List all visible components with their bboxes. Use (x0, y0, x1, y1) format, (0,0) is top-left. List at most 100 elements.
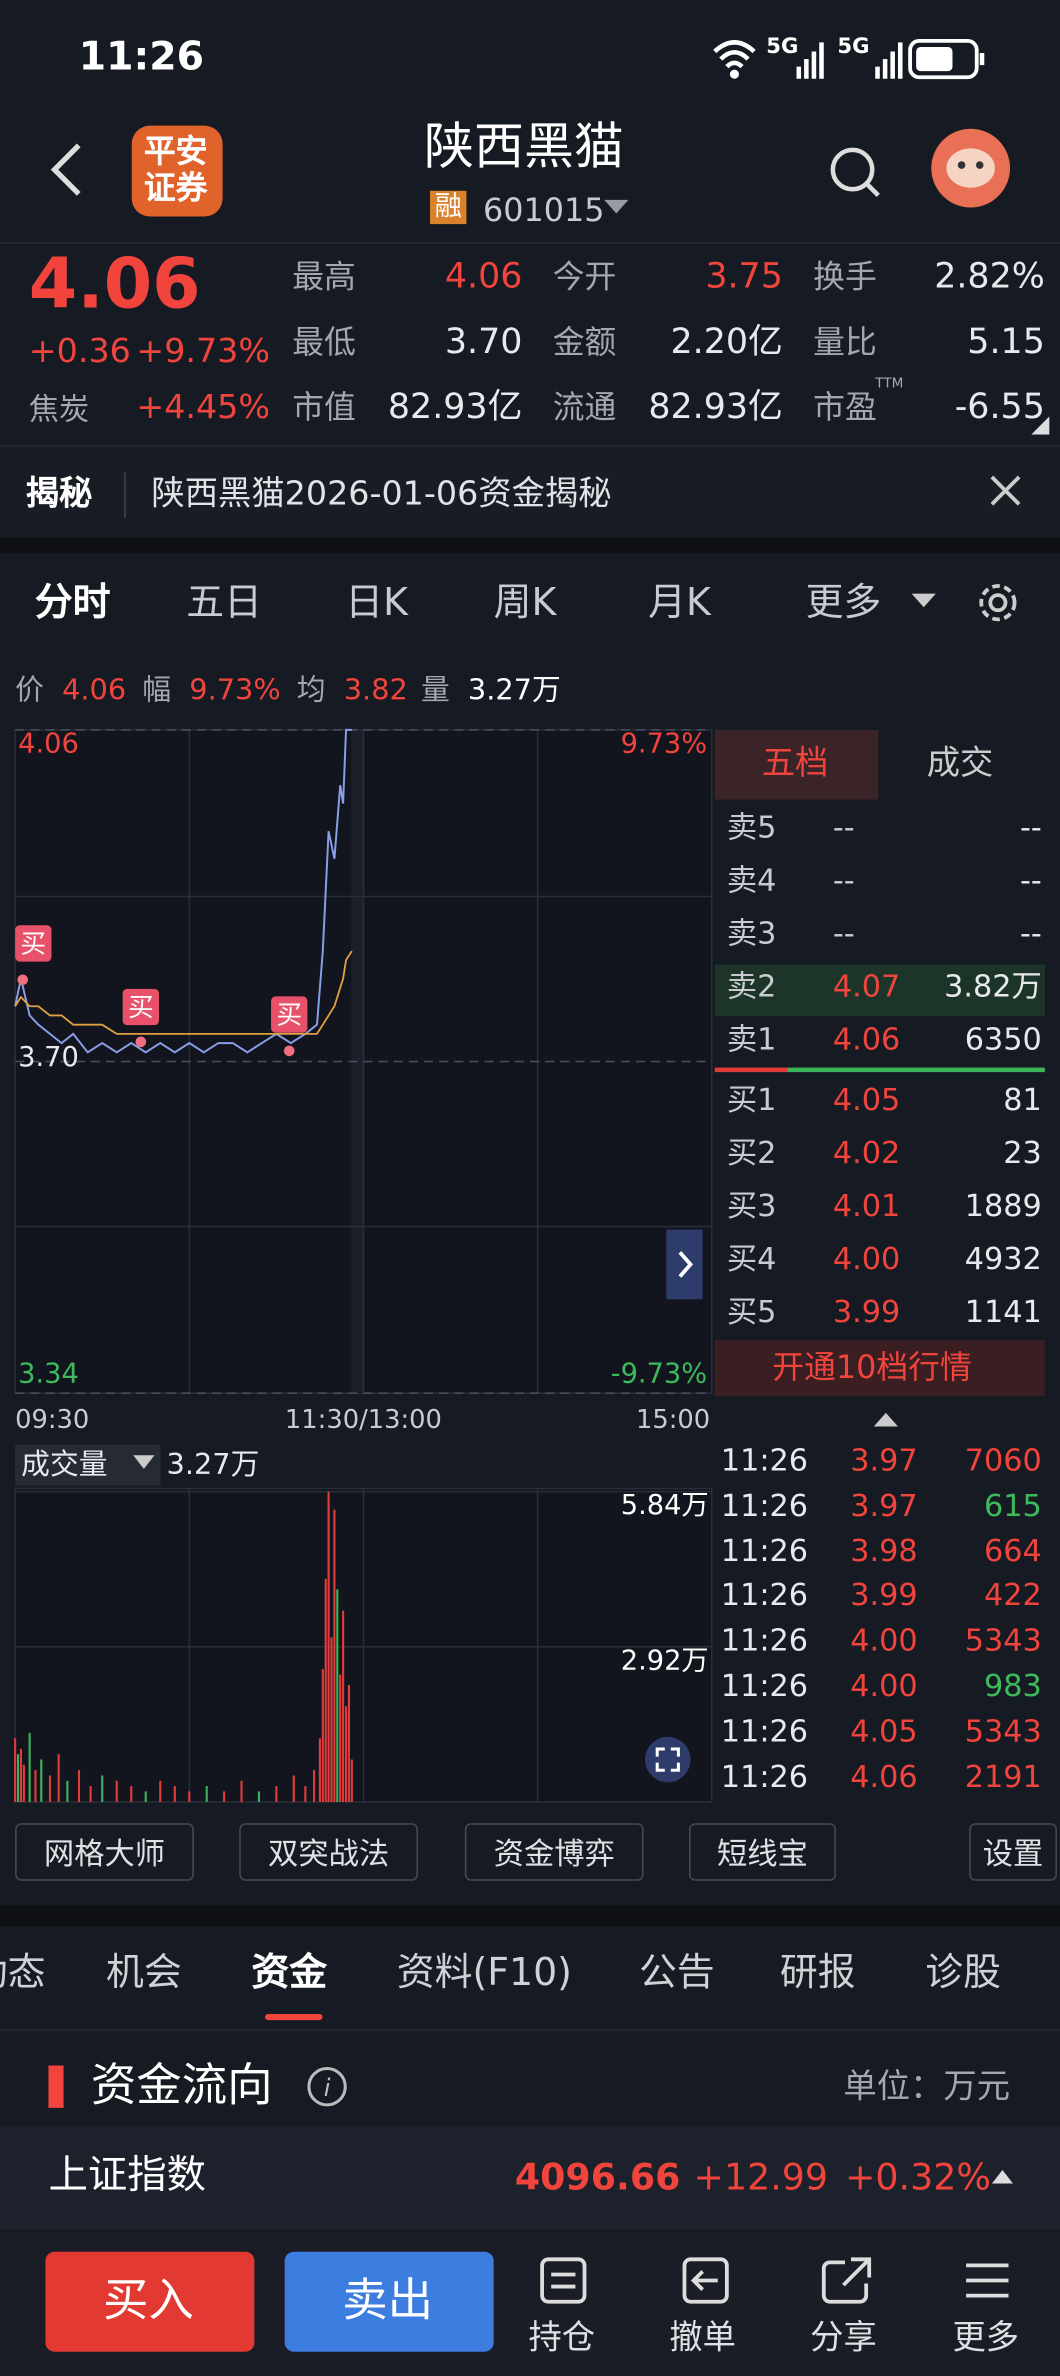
book-tab[interactable]: 成交 (926, 745, 994, 783)
book-level: 卖4 (726, 861, 777, 898)
period-tab[interactable]: 周K (493, 579, 557, 624)
buy-label: 买入 (102, 2274, 194, 2328)
expand-tab[interactable] (666, 1229, 703, 1300)
volume-bar (324, 1578, 327, 1803)
trade-volume: 2191 (964, 1757, 1042, 1794)
section-gap (0, 1904, 1060, 1927)
index-change-pct: +0.32% (844, 2156, 991, 2199)
info-label: 量 (420, 673, 450, 708)
expand-index[interactable] (991, 2168, 1014, 2184)
info-value: 4.06 (62, 673, 127, 708)
volume-bar (16, 1754, 20, 1803)
volume-dropdown[interactable] (133, 1455, 155, 1469)
period-tab[interactable]: 更多 (805, 579, 882, 624)
action-icons (540, 2257, 1009, 2304)
tool-button[interactable]: 双突战法 (239, 1823, 418, 1881)
back-button[interactable] (45, 139, 90, 200)
action-label[interactable]: 更多 (952, 2319, 1020, 2358)
section-tab[interactable]: 资金 (251, 1950, 328, 1995)
fullscreen-button[interactable] (645, 1736, 691, 1783)
stat-value: 5.15 (967, 322, 1045, 362)
trade-price: 4.00 (850, 1667, 918, 1704)
trade-volume: 422 (984, 1576, 1042, 1614)
period-tab[interactable]: 月K (648, 579, 711, 624)
section-tab[interactable]: 公告 (639, 1950, 715, 1995)
volume-bar (19, 1748, 23, 1803)
section-tab[interactable]: 机会 (106, 1950, 182, 1995)
tool-button[interactable]: 短线宝 (689, 1823, 836, 1881)
book-volume: 81 (1003, 1081, 1042, 1118)
action-label[interactable]: 撤单 (669, 2319, 736, 2358)
tool-button[interactable]: 资金博弈 (464, 1823, 644, 1881)
settings-button[interactable] (975, 580, 1020, 625)
volume-bar (339, 1674, 342, 1803)
index-value: 4096.66 (514, 2156, 681, 2199)
volume-bar (34, 1770, 37, 1803)
tool-button[interactable]: 网格大师 (15, 1823, 194, 1881)
volume-bar (342, 1610, 345, 1803)
volume-bar (77, 1770, 81, 1803)
avatar[interactable] (930, 127, 1012, 209)
scroll-up[interactable] (873, 1410, 898, 1428)
action-label[interactable]: 持仓 (528, 2319, 596, 2358)
close-button[interactable] (987, 472, 1023, 508)
search-button[interactable] (825, 142, 886, 203)
corner-mark (1031, 416, 1050, 435)
notice-bar[interactable] (0, 445, 1060, 538)
volume-bar (101, 1775, 104, 1803)
book-level: 买1 (726, 1081, 777, 1118)
trade-time: 11:26 (720, 1667, 809, 1704)
section-tab[interactable]: 动态 (0, 1950, 46, 1995)
volume-bar (66, 1780, 69, 1803)
action-label[interactable]: 分享 (810, 2319, 877, 2358)
stat-value: 3.70 (444, 322, 523, 362)
index-change: +12.99 (693, 2156, 829, 2199)
expand-arrow (678, 1251, 694, 1278)
stat-label: 最低 (292, 324, 356, 361)
index-bar[interactable] (0, 2126, 1060, 2230)
info-button[interactable]: i (306, 2065, 348, 2107)
book-tab[interactable]: 五档 (761, 745, 829, 783)
book-price: 4.05 (832, 1081, 901, 1118)
section-tab[interactable]: 诊股 (925, 1950, 1001, 1995)
volume-bar (275, 1786, 278, 1803)
status-time: 11:26 (78, 34, 205, 81)
info-value: 3.27万 (467, 673, 561, 708)
trade-price: 3.99 (850, 1576, 918, 1614)
buy-marker-label: 买 (20, 929, 46, 959)
book-volume: 23 (1003, 1134, 1042, 1171)
tab-underline (265, 2014, 323, 2021)
trade-time: 11:26 (720, 1622, 809, 1659)
book-price: 4.00 (832, 1240, 901, 1277)
intraday-chart: 4.06 3.70 3.34 9.73% -9.73% 09:30 11:30/13:00 1… (14, 729, 713, 1803)
volume-bar (333, 1509, 336, 1803)
broker-logo (131, 125, 223, 217)
period-tab[interactable]: 五日 (186, 579, 262, 624)
stat-value: 2.20亿 (670, 322, 783, 362)
unit-label: 单位：万元 (843, 2068, 1011, 2107)
volume-bar (321, 1669, 324, 1803)
book-price: 4.02 (832, 1134, 901, 1171)
trade-time: 11:26 (720, 1486, 809, 1524)
period-tab[interactable]: 日K (345, 579, 408, 624)
upgrade-bar[interactable] (714, 1340, 1045, 1397)
status-icons (713, 38, 985, 80)
info-label: 幅 (142, 673, 172, 708)
section-tab[interactable]: 研报 (779, 1950, 856, 1995)
sell-button[interactable] (284, 2251, 494, 2352)
period-tab[interactable]: 分时 (34, 579, 111, 624)
trade-volume: 5343 (964, 1622, 1042, 1659)
book-volume: 1889 (964, 1187, 1042, 1224)
volume-bar (28, 1732, 31, 1803)
tool-button[interactable]: 设置 (969, 1823, 1057, 1881)
buy-button[interactable] (45, 2251, 255, 2352)
price-change-pct: +9.73% (136, 333, 271, 372)
sell-label: 卖出 (342, 2274, 434, 2328)
volume-selector[interactable] (15, 1444, 161, 1486)
stat-value: 3.75 (705, 257, 783, 297)
more-dropdown[interactable] (910, 592, 937, 610)
stock-code: 601015 (483, 192, 605, 229)
section-tab[interactable]: 资料(F10) (396, 1950, 572, 1995)
volume-bar (188, 1791, 191, 1803)
code-dropdown[interactable] (603, 198, 630, 216)
